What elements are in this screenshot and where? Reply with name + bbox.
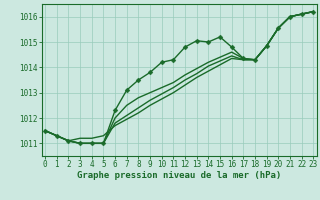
X-axis label: Graphe pression niveau de la mer (hPa): Graphe pression niveau de la mer (hPa) [77, 171, 281, 180]
